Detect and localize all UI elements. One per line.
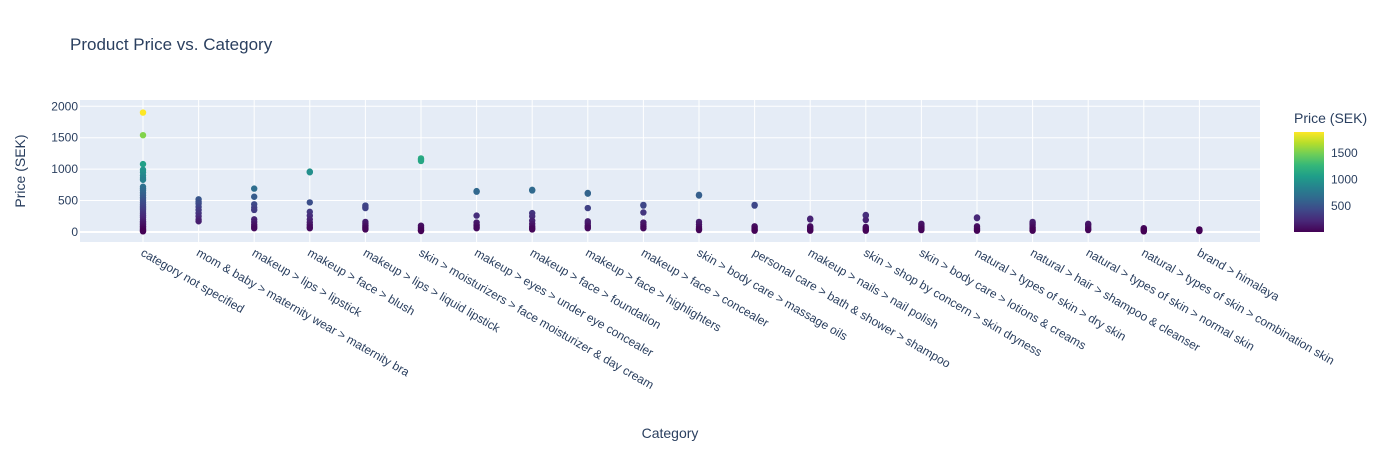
data-point <box>251 224 258 232</box>
data-point <box>1085 226 1092 234</box>
data-point <box>473 224 480 232</box>
data-point <box>918 226 925 234</box>
x-tick-label: category not specified <box>139 245 247 315</box>
data-point <box>807 216 814 223</box>
data-point <box>139 176 147 183</box>
data-point <box>862 212 869 219</box>
data-point <box>584 190 591 197</box>
data-point <box>529 213 536 220</box>
data-point <box>139 131 147 139</box>
data-point <box>139 160 147 168</box>
data-point <box>1140 228 1148 235</box>
y-ticks: 0 500 1000 1500 2000 <box>51 99 78 239</box>
data-point <box>973 227 981 234</box>
y-tick-label: 500 <box>58 194 78 208</box>
data-point <box>195 218 202 225</box>
data-point <box>640 224 647 232</box>
data-point <box>529 187 536 194</box>
data-point <box>1029 227 1036 234</box>
chart-title: Product Price vs. Category <box>70 35 273 54</box>
data-point <box>973 214 981 222</box>
data-point <box>862 216 869 224</box>
data-point <box>529 226 536 233</box>
data-point <box>139 109 147 116</box>
colorbar: Price (SEK) 500 1000 1500 <box>1294 110 1367 232</box>
data-point <box>139 228 147 235</box>
y-tick-label: 1500 <box>51 131 78 145</box>
plot-area <box>80 100 1260 242</box>
y-axis-title: Price (SEK) <box>12 134 28 207</box>
data-point <box>251 185 258 192</box>
colorbar-gradient <box>1294 132 1324 232</box>
data-point <box>584 204 591 212</box>
colorbar-title: Price (SEK) <box>1294 110 1367 126</box>
data-point <box>862 227 869 234</box>
data-point <box>695 192 703 199</box>
data-point <box>251 206 258 214</box>
data-point <box>640 209 647 216</box>
colorbar-tick-label: 1500 <box>1331 146 1358 160</box>
y-tick-label: 0 <box>71 225 78 239</box>
data-point <box>807 227 814 234</box>
y-tick-label: 2000 <box>51 99 78 113</box>
data-point <box>695 226 703 234</box>
data-point <box>306 199 313 206</box>
data-point <box>473 188 480 195</box>
x-axis-title: Category <box>642 425 699 441</box>
data-point <box>751 202 758 209</box>
data-point <box>251 193 258 200</box>
y-tick-label: 1000 <box>51 162 78 176</box>
data-point <box>751 227 758 234</box>
data-point <box>1196 227 1203 235</box>
data-points <box>139 109 1203 235</box>
data-point <box>362 204 369 212</box>
data-point <box>417 227 425 235</box>
data-point <box>473 212 480 219</box>
colorbar-tick-label: 500 <box>1331 199 1351 213</box>
data-point <box>306 224 313 232</box>
data-point <box>640 202 647 209</box>
grid <box>80 100 1260 242</box>
data-point <box>417 157 425 165</box>
data-point <box>584 224 591 232</box>
colorbar-tick-label: 1000 <box>1331 173 1358 187</box>
data-point <box>306 169 313 176</box>
data-point <box>362 226 369 233</box>
